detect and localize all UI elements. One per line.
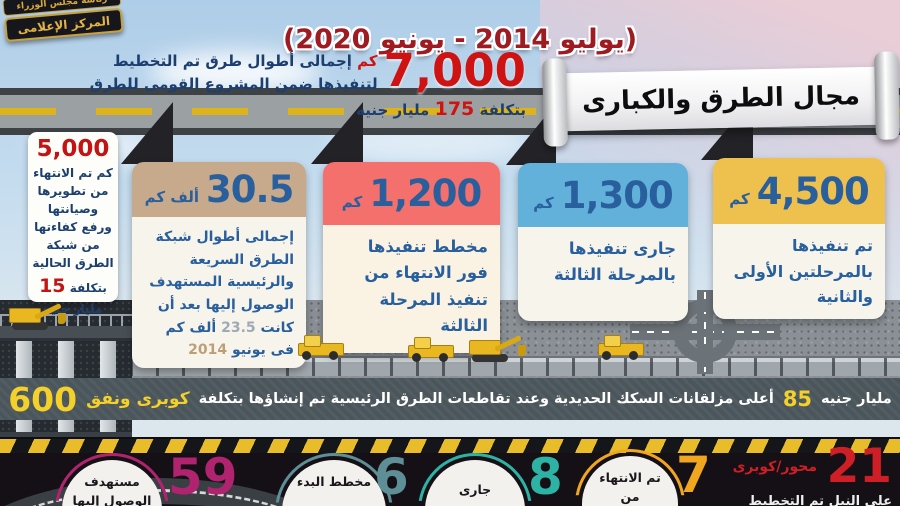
bridges-cost: 85 bbox=[782, 387, 813, 411]
hazard-stripe-band bbox=[0, 437, 900, 455]
bridges-cost-unit: مليار جنيه bbox=[821, 391, 892, 407]
developed-text: كم تم الانتهاء من تطويرها وصيانتها ورفع … bbox=[32, 165, 114, 295]
curved-road-dashes bbox=[0, 489, 350, 506]
nile-axes-block: 21 محور/كوبرى على النيل تم التخطيط bbox=[732, 442, 892, 506]
card-in-progress-unit: كم bbox=[533, 194, 554, 212]
stat-circle-target: مستهدف الوصول إليها بدلاً bbox=[62, 460, 162, 506]
stat-number: 59 bbox=[168, 448, 238, 506]
cabinet-media-center-logo: رئاسة مجلس الوزراء المركز الإعلامى bbox=[2, 0, 124, 43]
card-done-unit: كم bbox=[729, 190, 750, 208]
card-planned-unit: كم bbox=[341, 192, 363, 211]
card-planned: 1,200 كم مخطط تنفيذها فور الانتهاء من تن… bbox=[323, 162, 500, 353]
period-title: (يوليو 2014 - يونيو 2020) bbox=[282, 24, 638, 55]
stat-label: مستهدف الوصول إليها بدلاً bbox=[72, 474, 152, 506]
stat-label: جارى bbox=[458, 482, 492, 497]
card-in-progress-value: 1,300 bbox=[560, 173, 674, 217]
stat-circle-in-progress: جارى bbox=[425, 460, 525, 506]
total-roads-cost-unit: مليار جنيه bbox=[356, 101, 430, 119]
card-done: 4,500 كم تم تنفيذها بالمرحلتين الأولى وا… bbox=[713, 158, 885, 319]
road-roller-icon bbox=[408, 337, 454, 362]
card-planned-body: مخطط تنفيذها فور الانتهاء من تنفيذ المرح… bbox=[323, 225, 500, 353]
road-roller-icon bbox=[298, 335, 344, 360]
developed-cost: 15 bbox=[39, 274, 66, 297]
card-network-text: إجمالى أطوال شبكة الطرق السريعة والرئيسي… bbox=[149, 228, 294, 336]
card-planned-header: 1,200 كم bbox=[323, 162, 500, 225]
section-banner-label: مجال الطرق والكبارى bbox=[581, 81, 861, 117]
bridges-text: أعلى مزلقانات السكك الحديدية وعند تقاطعا… bbox=[198, 391, 774, 407]
stat-circle-planned-start: مخطط البدء bbox=[282, 460, 386, 506]
excavator-icon bbox=[8, 296, 68, 330]
card-network-total: 30.5 ألف كم إجمالى أطوال شبكة الطرق السر… bbox=[132, 162, 306, 368]
developed-roads-card: 5,000 كم تم الانتهاء من تطويرها وصيانتها… bbox=[28, 132, 118, 316]
stat-number: 7 bbox=[676, 446, 711, 504]
total-roads-value: 7,000 bbox=[383, 44, 526, 97]
total-roads-cost: 175 bbox=[434, 98, 475, 120]
card-network-body: إجمالى أطوال شبكة الطرق السريعة والرئيسي… bbox=[132, 216, 306, 368]
bridges-label: كوبرى ونفق bbox=[86, 389, 190, 409]
card-network-text2: ألف كم فى يونيو bbox=[165, 319, 294, 359]
total-roads-unit: كم bbox=[357, 52, 378, 70]
card-done-body: تم تنفيذها بالمرحلتين الأولى والثانية bbox=[713, 224, 885, 319]
axes-value: 21 bbox=[826, 439, 892, 494]
card-done-header: 4,500 كم bbox=[713, 158, 885, 224]
stat-number: 8 bbox=[528, 448, 563, 506]
card-network-unit: ألف كم bbox=[144, 188, 200, 207]
stat-label: تم الانتهاء من bbox=[599, 470, 661, 505]
card-in-progress-header: 1,300 كم bbox=[518, 163, 688, 227]
card-network-header: 30.5 ألف كم bbox=[132, 162, 306, 217]
card-in-progress-body: جارى تنفيذها بالمرحلة الثالثة bbox=[518, 227, 688, 321]
card-in-progress: 1,300 كم جارى تنفيذها بالمرحلة الثالثة bbox=[518, 163, 688, 321]
section-banner: مجال الطرق والكبارى bbox=[557, 66, 885, 132]
road-roller-icon bbox=[598, 335, 644, 360]
stat-number: 6 bbox=[374, 448, 409, 506]
card-done-value: 4,500 bbox=[756, 169, 870, 213]
bridges-tunnels-strip: 600 كوبرى ونفق أعلى مزلقانات السكك الحدي… bbox=[0, 378, 900, 420]
card-network-value: 30.5 bbox=[206, 167, 294, 211]
road-lane-dashes bbox=[0, 108, 900, 115]
axes-subtext: على النيل تم التخطيط bbox=[748, 494, 892, 506]
excavator-icon bbox=[468, 328, 528, 362]
bridges-value: 600 bbox=[8, 379, 78, 419]
stat-circle-completed: تم الانتهاء من bbox=[582, 456, 678, 506]
card-planned-value: 1,200 bbox=[369, 172, 482, 215]
card-network-year: 2014 bbox=[188, 342, 228, 359]
developed-value: 5,000 bbox=[36, 136, 110, 162]
total-roads-text: إجمالى أطوال طرق تم التخطيط لتنفيذها ضمن… bbox=[89, 52, 526, 119]
card-network-old-value: 23.5 bbox=[221, 319, 256, 336]
total-roads-block: 7,000 كم إجمالى أطوال طرق تم التخطيط لتن… bbox=[78, 44, 526, 124]
cloud bbox=[150, 52, 320, 92]
bridge-illustration bbox=[0, 300, 132, 452]
axes-label: محور/كوبرى bbox=[732, 459, 818, 476]
stat-label: مخطط البدء bbox=[296, 474, 372, 489]
